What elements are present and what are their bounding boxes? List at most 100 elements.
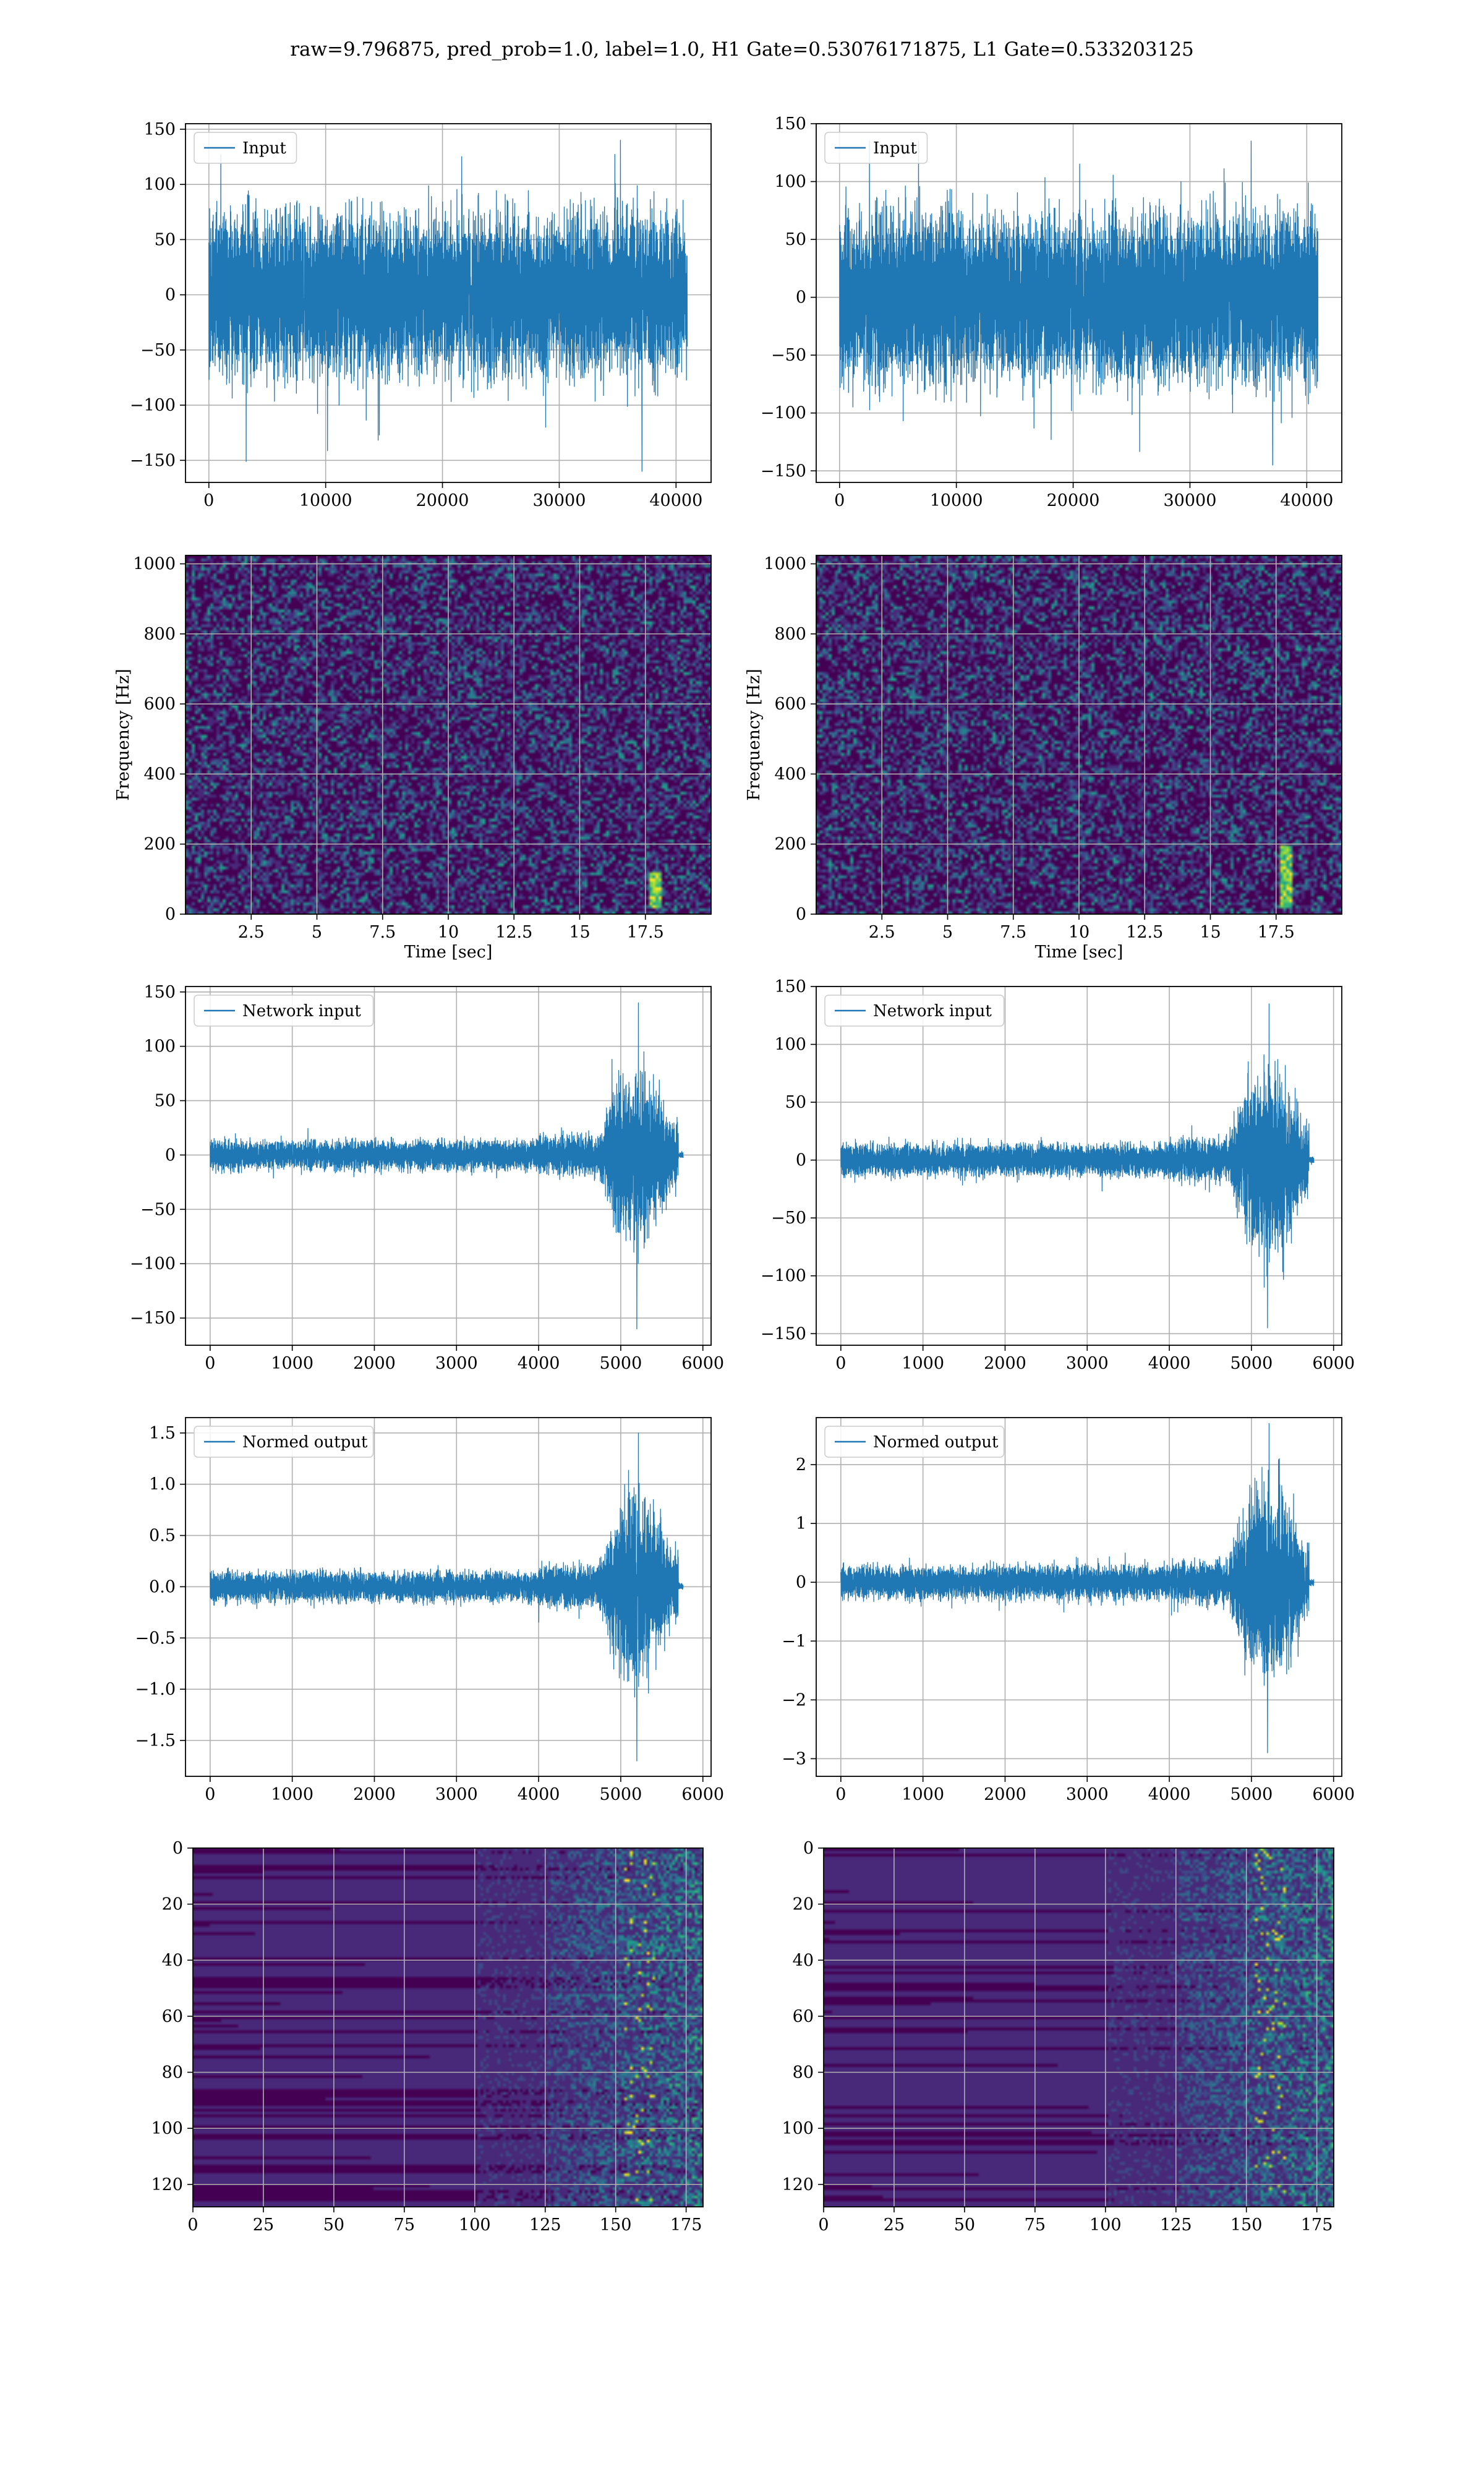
x-tick-label: 15: [569, 923, 590, 942]
x-tick-label: 4000: [1148, 1785, 1191, 1804]
x-tick-label: 100: [1090, 2215, 1122, 2235]
y-tick-label: 600: [143, 695, 176, 714]
line-chart-input_l1: 0 10000 20000 30000 40000 −150 −100 −50 0 50 100 15…: [761, 114, 1342, 510]
y-tick-label: 120: [151, 2175, 183, 2194]
y-tick-label: −150: [130, 1309, 176, 1328]
x-tick-label: 30000: [1163, 491, 1216, 510]
x-tick-label: 2.5: [869, 923, 895, 942]
x-tick-label: 17.5: [627, 923, 664, 942]
y-tick-label: 200: [774, 835, 806, 854]
x-tick-label: 0: [187, 2215, 198, 2235]
series-line: [840, 1003, 1315, 1329]
x-tick-label: 7.5: [369, 923, 396, 942]
series-line: [840, 1423, 1315, 1753]
y-tick-label: −100: [761, 1267, 806, 1286]
figure-title: raw=9.796875, pred_prob=1.0, label=1.0, …: [290, 38, 1194, 61]
y-tick-label: 60: [162, 2007, 183, 2026]
x-tick-label: 0: [205, 1785, 215, 1804]
axes-frame: [185, 986, 712, 1346]
y-tick-label: 150: [774, 114, 806, 134]
line-chart-input_h1: 0 10000 20000 30000 40000 −150 −100 −50 0 50 100 15…: [130, 120, 712, 510]
axis-ticks: 0 10000 20000 30000 40000 −150 −100 −50 0 50 100 15…: [130, 120, 702, 510]
y-tick-label: 2: [796, 1455, 806, 1475]
x-tick-label: 5000: [600, 1785, 642, 1804]
x-tick-label: 40000: [649, 491, 702, 510]
y-tick-label: −1: [782, 1632, 806, 1651]
x-tick-label: 2000: [984, 1354, 1026, 1373]
y-tick-label: 0.5: [149, 1526, 176, 1546]
axes-frame: [816, 555, 1342, 915]
axis-ticks: 0 25 50 75 100 125 150 175 0 20 40 60 80 100 120: [151, 1839, 702, 2235]
y-tick-label: −50: [140, 1200, 176, 1219]
y-tick-label: −150: [130, 451, 176, 470]
x-tick-label: 12.5: [495, 923, 532, 942]
x-tick-label: 0: [834, 491, 845, 510]
y-tick-label: 20: [162, 1895, 183, 1914]
y-tick-label: 1.0: [149, 1475, 176, 1494]
y-tick-label: 80: [162, 2063, 183, 2082]
y-tick-label: −150: [761, 461, 806, 481]
x-tick-label: 30000: [532, 491, 586, 510]
y-tick-label: 100: [774, 173, 806, 192]
y-tick-label: 150: [143, 983, 176, 1002]
axis-ticks: 0 1000 2000 3000 4000 5000 6000 −3 −2 −1 0 1 2: [782, 1455, 1355, 1804]
y-tick-label: −100: [130, 396, 176, 415]
y-tick-label: 40: [162, 1951, 183, 1970]
legend: Normed output: [824, 1426, 1005, 1458]
series-line: [210, 1002, 684, 1330]
y-tick-label: 0: [803, 1839, 814, 1858]
x-tick-label: 1000: [902, 1785, 944, 1804]
x-tick-label: 150: [600, 2215, 632, 2235]
x-tick-label: 1000: [271, 1785, 313, 1804]
line-chart-net_l1: 0 1000 2000 3000 4000 5000 6000 −150 −100 −50 0 50 1…: [761, 977, 1355, 1373]
axis-ticks: 0 1000 2000 3000 4000 5000 6000 −1.5 −1.0 −0.5 0.0…: [135, 1424, 724, 1804]
x-tick-label: 17.5: [1258, 923, 1295, 942]
x-tick-label: 6000: [681, 1354, 724, 1373]
y-tick-label: −1.0: [135, 1680, 176, 1699]
y-tick-label: 1000: [133, 555, 176, 574]
y-tick-label: 50: [785, 1093, 806, 1112]
y-tick-label: 100: [143, 175, 176, 194]
x-tick-label: 20000: [1047, 491, 1100, 510]
y-tick-label: 0: [796, 288, 806, 307]
x-tick-label: 2.5: [238, 923, 265, 942]
y-tick-label: 800: [143, 625, 176, 644]
feature-map-image: [824, 1848, 1334, 2207]
x-tick-label: 6000: [1312, 1354, 1355, 1373]
x-tick-label: 100: [459, 2215, 491, 2235]
y-tick-label: 50: [155, 1092, 176, 1111]
heatmap-spec_h1: 2.5 5 7.5 10 12.5 15 17.5 0 200 400 600 800 1000 Time…: [114, 555, 712, 962]
x-axis-label: Time [sec]: [1035, 943, 1124, 962]
axes-frame: [816, 123, 1342, 483]
x-tick-label: 150: [1230, 2215, 1263, 2235]
y-tick-label: −2: [782, 1690, 806, 1710]
legend-label: Normed output: [873, 1433, 999, 1452]
y-tick-label: 400: [774, 764, 806, 784]
x-axis-label: Time [sec]: [404, 943, 493, 962]
x-tick-label: 6000: [1312, 1785, 1355, 1804]
legend-label: Network input: [873, 1002, 992, 1021]
x-tick-label: 1000: [902, 1354, 944, 1373]
legend-label: Normed output: [242, 1433, 368, 1452]
series-line: [210, 1432, 684, 1761]
axis-ticks: 0 1000 2000 3000 4000 5000 6000 −150 −100 −50 0 50 1…: [761, 977, 1355, 1373]
x-tick-label: 4000: [1148, 1354, 1191, 1373]
x-tick-label: 3000: [1066, 1785, 1109, 1804]
x-tick-label: 12.5: [1126, 923, 1163, 942]
x-tick-label: 125: [1160, 2215, 1192, 2235]
y-tick-label: 0: [165, 905, 176, 924]
axes-frame: [185, 123, 712, 483]
legend: Network input: [824, 995, 1005, 1027]
x-tick-label: 75: [1025, 2215, 1046, 2235]
line-chart-net_h1: 0 1000 2000 3000 4000 5000 6000 −150 −100 −50 0 50 1…: [130, 983, 724, 1373]
y-tick-label: 0: [173, 1839, 183, 1858]
x-tick-label: 1000: [271, 1354, 313, 1373]
heatmap-feat_l1: 0 25 50 75 100 125 150 175 0 20 40 60 80 100 120: [782, 1839, 1334, 2235]
x-tick-label: 125: [529, 2215, 561, 2235]
x-tick-label: 175: [1301, 2215, 1333, 2235]
x-tick-label: 3000: [1066, 1354, 1109, 1373]
y-axis-label: Frequency [Hz]: [114, 669, 133, 800]
x-tick-label: 3000: [435, 1354, 478, 1373]
x-tick-label: 25: [884, 2215, 905, 2235]
